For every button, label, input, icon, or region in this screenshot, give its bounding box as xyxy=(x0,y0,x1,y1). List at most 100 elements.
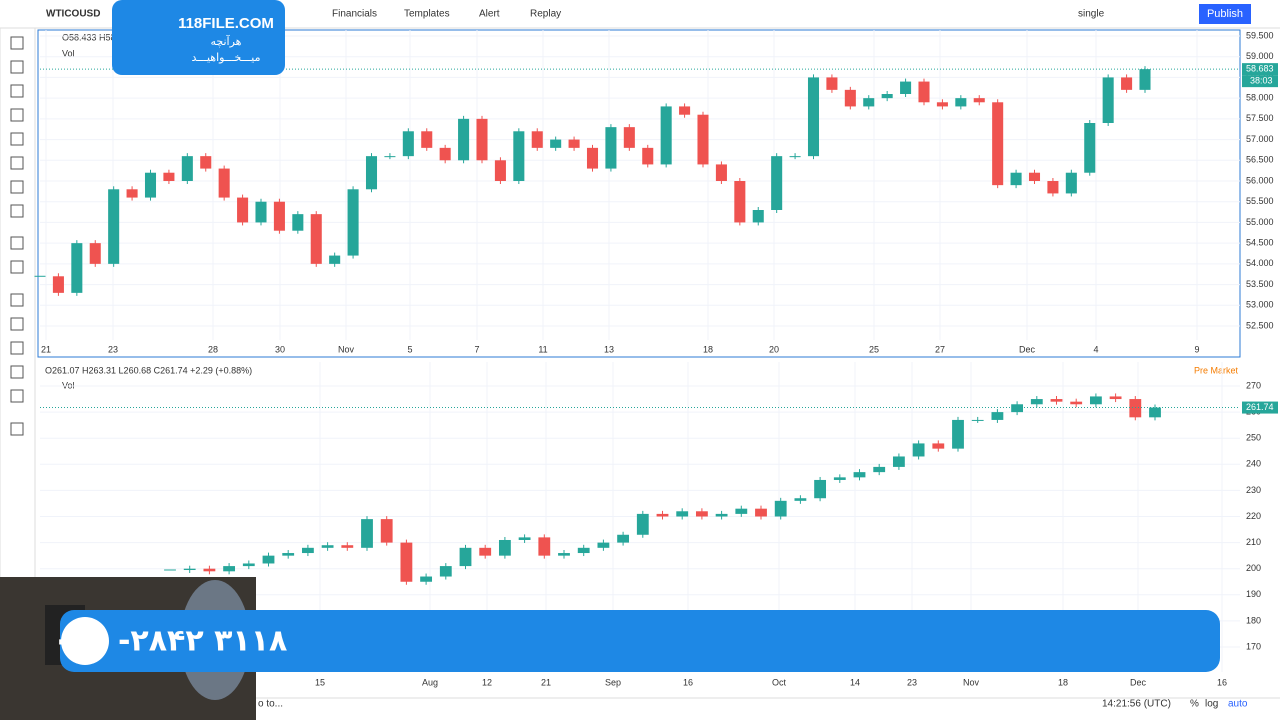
clock: 14:21:56 (UTC) xyxy=(1102,699,1171,710)
x-tick-label: 13 xyxy=(604,344,614,354)
candle xyxy=(991,412,1004,420)
y-tick-label: 59.500 xyxy=(1246,30,1274,40)
tool-icon[interactable] xyxy=(10,156,24,170)
candle xyxy=(873,466,886,473)
x-tick-label: 4 xyxy=(1093,344,1098,354)
candle xyxy=(380,519,393,543)
y-tick-label: 57.500 xyxy=(1246,113,1274,123)
toolbar-item[interactable]: Templates xyxy=(404,9,450,20)
candle xyxy=(273,201,285,231)
candle xyxy=(126,189,138,198)
x-tick-label: Nov xyxy=(963,677,980,687)
candle xyxy=(881,94,893,99)
publish-button[interactable] xyxy=(1199,4,1251,24)
candle xyxy=(218,168,230,198)
candle xyxy=(1065,172,1077,194)
candle xyxy=(715,164,727,181)
layout[interactable]: single xyxy=(1078,9,1105,20)
x-tick-label: 12 xyxy=(482,677,492,687)
symbol[interactable]: WTICOUSD xyxy=(46,9,100,20)
tool-icon[interactable] xyxy=(10,84,24,98)
countdown-tag xyxy=(1242,75,1278,88)
goto[interactable]: o to... xyxy=(258,699,283,710)
publish-label[interactable]: Publish xyxy=(1207,8,1243,20)
candle xyxy=(1102,77,1114,123)
tool-icon[interactable] xyxy=(10,260,24,274)
candle xyxy=(676,511,689,517)
tool-icon[interactable] xyxy=(10,422,24,436)
x-tick-label: Aug xyxy=(422,677,438,687)
toolbar-item[interactable]: Alert xyxy=(479,9,500,20)
candle xyxy=(1084,123,1096,173)
y-tick-label: 56.500 xyxy=(1246,155,1274,165)
candle xyxy=(181,156,193,181)
logo xyxy=(112,0,285,75)
candle xyxy=(1030,399,1043,405)
y-tick-label: 53.500 xyxy=(1246,279,1274,289)
top-vol: Vol xyxy=(62,48,75,58)
y-tick-label: 170 xyxy=(1246,641,1261,651)
candle xyxy=(223,566,236,572)
candle xyxy=(558,553,570,556)
y-tick-label: 57.000 xyxy=(1246,134,1274,144)
x-tick-label: 16 xyxy=(683,677,693,687)
logo-title: 118FILE.COM xyxy=(178,15,274,32)
countdown: 38:03 xyxy=(1250,76,1273,86)
candle xyxy=(623,127,635,148)
candle xyxy=(1121,77,1133,90)
x-tick-label: Sep xyxy=(605,677,621,687)
candle xyxy=(183,568,196,571)
candle xyxy=(605,127,617,169)
x-tick-label: 23 xyxy=(907,677,917,687)
tool-icon[interactable] xyxy=(10,180,24,194)
candle xyxy=(421,131,433,148)
candle xyxy=(420,576,433,582)
candle xyxy=(844,89,856,107)
toolbar-item[interactable]: Replay xyxy=(530,9,561,20)
y-tick-label: 190 xyxy=(1246,589,1261,599)
log[interactable]: log xyxy=(1205,699,1218,710)
candle xyxy=(203,568,216,572)
tool-icon[interactable] xyxy=(10,108,24,122)
y-tick-label: 53.000 xyxy=(1246,300,1274,310)
tool-icon[interactable] xyxy=(10,36,24,50)
candle xyxy=(568,139,580,148)
candle xyxy=(752,210,764,223)
tool-icon[interactable] xyxy=(10,293,24,307)
tool-icon[interactable] xyxy=(10,204,24,218)
tool-icon[interactable] xyxy=(10,236,24,250)
x-tick-label: 28 xyxy=(208,344,218,354)
y-tick-label: 240 xyxy=(1246,459,1261,469)
y-tick-label: 55.000 xyxy=(1246,217,1274,227)
tool-icon[interactable] xyxy=(10,365,24,379)
last-price-tag xyxy=(1242,63,1278,76)
x-tick-label: 23 xyxy=(108,344,118,354)
toolbar-item[interactable]: Financials xyxy=(332,9,377,20)
candle xyxy=(479,547,492,556)
candle xyxy=(513,131,525,181)
x-tick-label: Oct xyxy=(772,677,787,687)
candle xyxy=(912,443,925,457)
tool-icon[interactable] xyxy=(10,60,24,74)
phone-icon xyxy=(61,617,109,665)
tool-icon[interactable] xyxy=(10,389,24,403)
y-tick-label: 56.000 xyxy=(1246,175,1274,185)
tool-icon[interactable] xyxy=(10,132,24,146)
percent[interactable]: % xyxy=(1190,699,1199,710)
candle xyxy=(918,81,930,103)
candle xyxy=(237,197,249,223)
logo-sub: هرآنچه xyxy=(211,34,242,48)
tool-icon[interactable] xyxy=(10,317,24,331)
x-tick-label: 20 xyxy=(769,344,779,354)
candle xyxy=(52,276,64,293)
tool-icons xyxy=(10,36,24,436)
candle xyxy=(1089,396,1102,405)
candle xyxy=(826,77,838,90)
candle xyxy=(282,553,295,556)
tool-icon[interactable] xyxy=(10,341,24,355)
auto[interactable]: auto xyxy=(1228,699,1248,710)
candle xyxy=(1050,399,1063,402)
x-tick-label: 14 xyxy=(850,677,860,687)
candle xyxy=(774,500,787,517)
